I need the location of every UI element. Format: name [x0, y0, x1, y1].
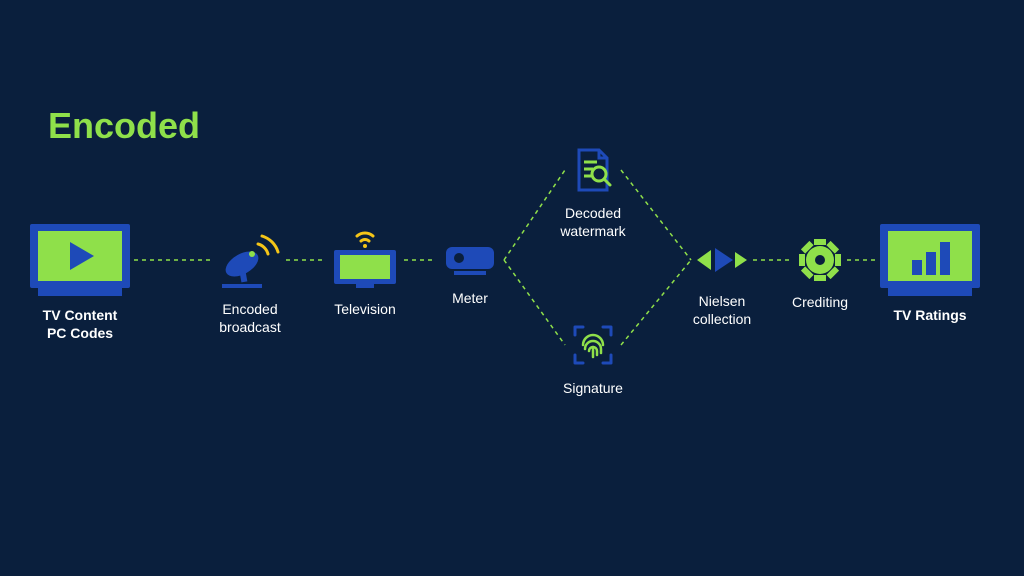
tv-play-icon [30, 224, 130, 296]
node-label-crediting: Crediting [792, 293, 848, 311]
node-tvcontent: TV Content PC Codes [30, 224, 130, 342]
document-search-icon [569, 146, 617, 194]
tv-bars-icon [880, 224, 980, 296]
node-meter: Meter [420, 241, 520, 307]
node-ratings: TV Ratings [880, 224, 980, 324]
gear-icon [797, 237, 843, 283]
node-signature: Signature [543, 321, 643, 397]
node-crediting: Crediting [770, 237, 870, 311]
node-label-meter: Meter [452, 289, 488, 307]
node-label-signature: Signature [563, 379, 623, 397]
node-label-television: Television [334, 300, 395, 318]
node-label-decoded: Decoded watermark [560, 204, 625, 240]
fingerprint-icon [569, 321, 617, 369]
diagram-title: Encoded [48, 105, 200, 147]
satellite-icon [218, 230, 282, 290]
node-decoded: Decoded watermark [543, 146, 643, 240]
node-label-broadcast: Encoded broadcast [219, 300, 280, 336]
node-broadcast: Encoded broadcast [200, 230, 300, 336]
meter-icon [440, 241, 500, 279]
node-nielsen: Nielsen collection [672, 238, 772, 328]
node-label-ratings: TV Ratings [893, 306, 966, 324]
node-label-tvcontent: TV Content PC Codes [43, 306, 118, 342]
node-television: Television [315, 230, 415, 318]
node-label-nielsen: Nielsen collection [693, 292, 751, 328]
tv-wifi-icon [330, 230, 400, 290]
nielsen-icon [695, 238, 749, 282]
